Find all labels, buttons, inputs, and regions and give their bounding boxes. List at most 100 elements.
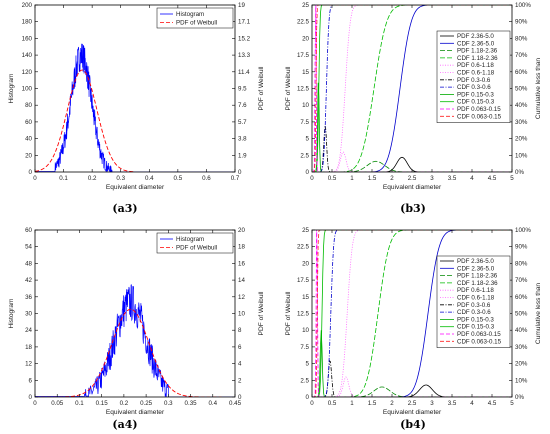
y2-axis-label: PDF of Weibull [258,66,265,110]
y-axis-label: Histogram [8,298,15,329]
chart-panel-b4: 0 0.5 1 1.5 2 2.5 3 3.5 4 4.5 502.557.51012.51517.… [285,220,542,431]
y2-tick-label: 90% [515,19,528,26]
y-tick-label: 0 [29,394,33,401]
x-tick-label: 1 [350,400,354,407]
y2-tick-label: 90% [515,244,528,251]
y-tick-label: 80 [25,102,32,109]
x-tick-label: 4.5 [488,400,497,407]
y-tick-label: 6 [29,377,33,384]
y-tick-label: 17.5 [297,52,310,59]
y2-axis-label: Cumulative less than [535,283,542,345]
y-tick-label: 120 [22,69,33,76]
legend-label-4: PDF 0.6-1.18 [457,287,494,294]
x-tick-label: 0 [310,175,314,182]
y2-tick-label: 0 [238,394,242,401]
x-tick-label: 0.3 [116,175,125,182]
y2-tick-label: 20 [238,227,245,234]
weibull-pdf-line [35,70,135,172]
plot-area [35,44,235,172]
y-tick-label: 160 [22,35,33,42]
legend-label-5: CDF 0.6-1.18 [457,295,495,302]
x-tick-label: 3.5 [448,175,457,182]
x-tick-label: 0.15 [96,400,109,407]
y2-tick-label: 0 [238,169,242,176]
y2-tick-label: 10% [515,152,528,159]
y2-tick-label: 1.9 [238,152,247,159]
y-tick-label: 140 [22,52,33,59]
x-axis-label: Equivalent diameter [383,409,442,416]
legend-label-histogram: Histogram [176,236,204,243]
y-tick-label: 25 [302,227,309,234]
legend-label-1: CDF 2.36-5.0 [457,265,495,272]
y2-tick-label: 17.1 [238,19,251,26]
y-tick-label: 180 [22,19,33,26]
x-axis-label: Equivalent diameter [106,409,165,416]
y2-tick-label: 70% [515,277,528,284]
y-tick-label: 54 [25,244,32,251]
y2-tick-label: 70% [515,52,528,59]
y-tick-label: 24 [25,327,32,334]
y2-tick-label: 50% [515,311,528,318]
chart-panel-a3: 0 0.1 0.2 0.3 0.4 0.5 0.6 0.7020406080100120140… [8,2,265,215]
y-tick-label: 7.5 [300,119,309,126]
y-tick-label: 42 [25,277,32,284]
legend-label-5: CDF 0.6-1.18 [457,70,495,77]
y2-tick-label: 7.6 [238,102,247,109]
y2-tick-label: 16 [238,260,245,267]
y-tick-label: 200 [22,2,33,9]
y2-tick-label: 6 [238,344,242,351]
x-tick-label: 0.05 [51,400,64,407]
histogram-line [55,44,235,172]
y2-tick-label: 2 [238,377,242,384]
legend-label-2: PDF 1.18-2.36 [457,273,498,280]
x-tick-label: 0.5 [174,175,183,182]
y-tick-label: 40 [25,136,32,143]
x-tick-label: 0.25 [140,400,153,407]
y-tick-label: 2.5 [300,152,309,159]
y2-tick-label: 40% [515,327,528,334]
x-tick-label: 0 [33,175,37,182]
legend-label-10: PDF 0.063-0.15 [457,331,501,338]
y2-tick-label: 100% [515,2,531,9]
y-tick-label: 12.5 [297,86,310,93]
x-tick-label: 5 [510,175,514,182]
y2-tick-label: 20% [515,361,528,368]
y2-tick-label: 4 [238,361,242,368]
legend-label-6: PDF 0.3-0.6 [457,302,491,309]
legend-label-1: CDF 2.36-5.0 [457,40,495,47]
x-tick-label: 1.5 [368,400,377,407]
y2-tick-label: 11.4 [238,69,250,76]
x-tick-label: 0.7 [231,175,240,182]
x-tick-label: 0.4 [208,400,217,407]
y2-tick-label: 14 [238,277,245,284]
x-tick-label: 4 [470,400,474,407]
y2-axis-label: PDF of Weibull [258,291,265,335]
x-tick-label: 3 [430,175,434,182]
y-tick-label: 22.5 [297,19,310,26]
y2-tick-label: 9.5 [238,86,247,93]
y-tick-label: 60 [25,227,32,234]
y-tick-label: 20 [302,260,309,267]
x-tick-label: 4 [470,175,474,182]
y-tick-label: 0 [29,169,33,176]
legend-label-4: PDF 0.6-1.18 [457,62,494,69]
x-tick-label: 0.2 [88,175,97,182]
x-tick-label: 2.5 [408,400,417,407]
y2-tick-label: 30% [515,119,528,126]
y-tick-label: 20 [25,152,32,159]
y-tick-label: 10 [302,102,309,109]
x-tick-label: 0.6 [202,175,211,182]
y-tick-label: 17.5 [297,277,310,284]
y-axis-label: Histogram [8,73,15,104]
y-tick-label: 15 [302,69,309,76]
y2-tick-label: 0% [515,169,524,176]
panel-caption: (b4) [400,418,426,431]
y-tick-label: 0 [306,169,310,176]
x-tick-label: 2 [390,400,394,407]
legend-label-2: PDF 1.18-2.36 [457,48,498,55]
x-tick-label: 3 [430,400,434,407]
y2-tick-label: 30% [515,344,528,351]
y2-tick-label: 50% [515,86,528,93]
y-tick-label: 22.5 [297,244,310,251]
y2-tick-label: 60% [515,294,528,301]
